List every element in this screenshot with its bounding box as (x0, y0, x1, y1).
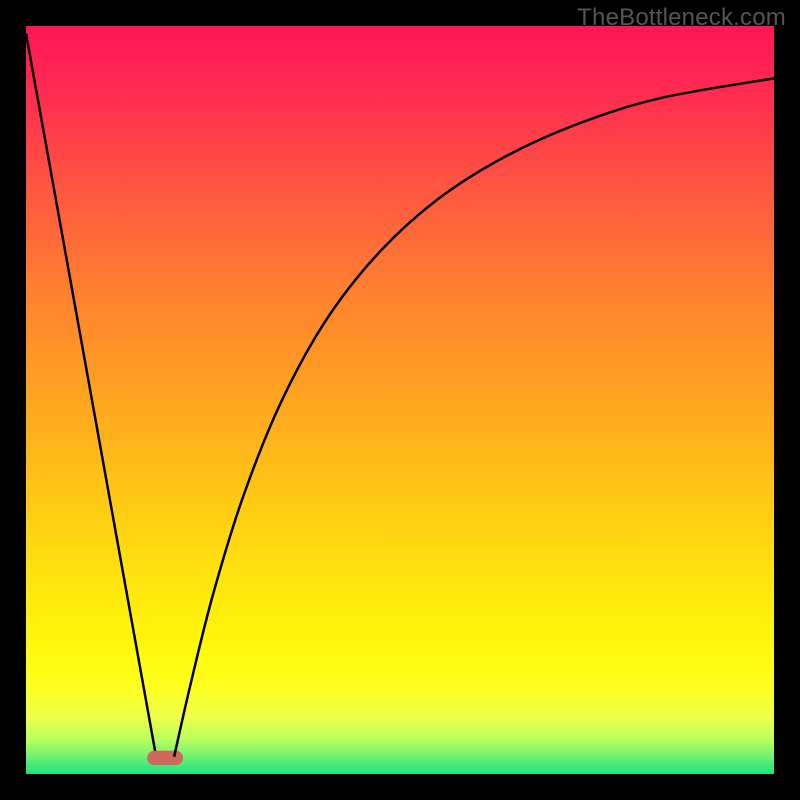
frame-border (774, 0, 800, 800)
series-valley-marker (147, 751, 183, 765)
watermark-text: TheBottleneck.com (577, 4, 786, 32)
frame-border (0, 774, 800, 800)
chart-container: TheBottleneck.com (0, 0, 800, 800)
frame-border (0, 0, 26, 800)
bottleneck-curve-chart (0, 0, 800, 800)
